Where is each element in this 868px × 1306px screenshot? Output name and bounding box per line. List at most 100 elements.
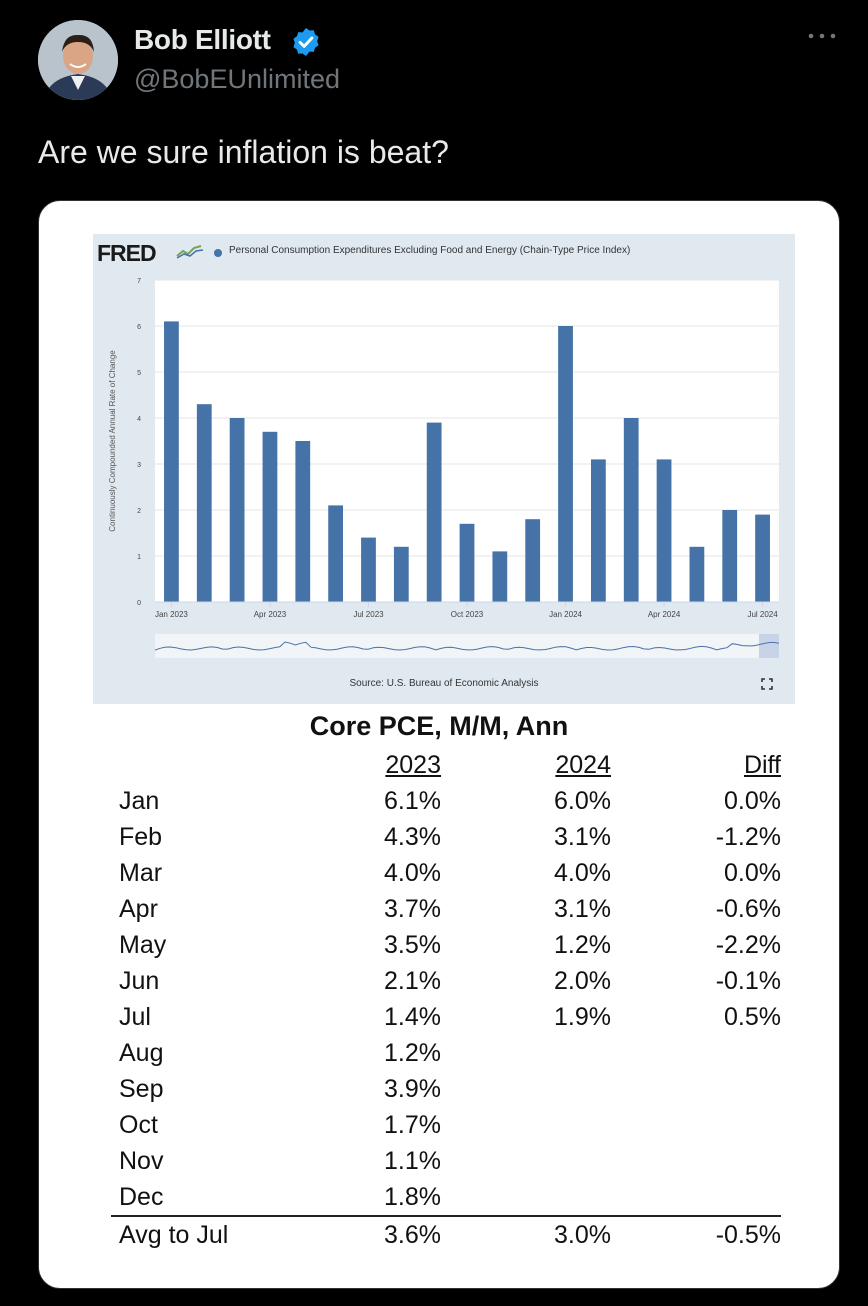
row-diff: 0.0% [724,786,781,815]
row-diff [611,1035,781,1071]
row-2023: 1.4% [384,1002,441,1031]
bar [229,418,245,602]
range-navigator-series [154,641,780,651]
bar [393,546,409,602]
row-2023: 1.8% [384,1182,441,1211]
table-row: Apr 3.7% 3.1% -0.6% [111,891,781,927]
bar [525,519,541,602]
row-2024 [441,1071,611,1107]
y-tick-label: 5 [137,370,141,377]
row-month: Oct [119,1110,158,1139]
summary-diff: -0.5% [611,1215,781,1253]
x-tick-label: Jan 2024 [549,610,582,619]
x-tick-label: Jan 2023 [155,610,188,619]
header-2024: 2024 [555,750,611,779]
header-month [111,747,341,783]
x-tick-label: Apr 2023 [254,610,287,619]
row-month: Jan [119,786,160,815]
fred-chart: FRED Personal Consumption Expenditures E… [93,234,795,704]
row-2024 [441,1143,611,1179]
tweet-image[interactable]: FRED Personal Consumption Expenditures E… [38,200,840,1289]
row-2024: 1.2% [554,930,611,959]
legend-marker [214,249,222,257]
row-diff: -2.2% [715,930,781,959]
chart-source: Source: U.S. Bureau of Economic Analysis [349,678,539,689]
row-diff [611,1071,781,1107]
row-2023: 3.9% [384,1074,441,1103]
x-tick-label: Jul 2024 [747,610,778,619]
author-handle[interactable]: @BobEUnlimited [134,64,340,94]
row-2024 [441,1107,611,1143]
row-2023: 3.7% [384,894,441,923]
bar [361,537,376,602]
row-month: Nov [119,1146,164,1175]
row-diff: -0.6% [715,894,781,923]
row-month: Apr [119,894,158,923]
bar [623,418,639,602]
row-2024: 4.0% [554,858,611,887]
row-month: Feb [119,822,163,851]
row-2023: 4.0% [384,858,441,887]
bar [755,514,770,602]
bar [426,422,442,602]
table-row: Aug 1.2% [111,1035,781,1071]
row-diff [611,1179,781,1216]
bar [164,321,179,602]
table-row: Sep 3.9% [111,1071,781,1107]
y-tick-label: 2 [137,508,141,515]
row-month: Mar [119,858,163,887]
row-2024 [441,1179,611,1216]
tweet-text: Are we sure inflation is beat? [38,134,449,170]
table-row: Nov 1.1% [111,1143,781,1179]
expand-icon[interactable] [761,678,773,690]
bar [656,459,672,602]
x-tick-label: Apr 2024 [648,610,681,619]
bar [459,523,475,602]
table-header: 2023 2024 Diff [111,747,781,783]
row-month: Jul [119,1002,151,1031]
pce-table: 2023 2024 Diff Jan 6.1% 6.0% 0.0% Feb 4.3% 3.… [111,747,781,1253]
author-name[interactable]: Bob Elliott [134,24,271,55]
row-2023: 1.7% [384,1110,441,1139]
table-row: Jun 2.1% 2.0% -0.1% [111,963,781,999]
row-2024: 3.1% [554,822,611,851]
row-month: Dec [119,1182,164,1211]
fred-logo: FRED [97,240,157,266]
row-diff: 0.5% [724,1002,781,1031]
avatar[interactable] [38,20,118,100]
legend-label: Personal Consumption Expenditures Exclud… [229,245,631,256]
row-2024: 1.9% [554,1002,611,1031]
row-month: Jun [119,966,160,995]
x-tick-label: Jul 2023 [353,610,384,619]
row-diff: -1.2% [715,822,781,851]
row-2024: 6.0% [554,786,611,815]
table-row: Feb 4.3% 3.1% -1.2% [111,819,781,855]
y-axis-label: Continuously Compounded Annual Rate of C… [108,350,117,532]
bar [196,404,212,602]
bar [492,551,508,602]
bar [558,326,573,602]
header-diff: Diff [743,750,781,779]
y-tick-label: 1 [137,554,141,561]
summary-row: Avg to Jul 3.6% 3.0% -0.5% [111,1215,781,1253]
table-row: Mar 4.0% 4.0% 0.0% [111,855,781,891]
row-month: Aug [119,1038,164,1067]
table-title: Core PCE, M/M, Ann [309,711,569,741]
row-diff [611,1143,781,1179]
table-row: Dec 1.8% [111,1179,781,1216]
x-tick-label: Oct 2023 [451,610,484,619]
more-icon[interactable] [805,26,839,46]
bar [722,510,738,602]
y-tick-label: 0 [137,600,141,607]
range-selection [759,634,779,658]
bar [689,546,705,602]
header-2023: 2023 [385,750,441,779]
summary-2023: 3.6% [341,1215,441,1253]
fred-graph-icon [175,243,205,259]
table-row: Jan 6.1% 6.0% 0.0% [111,783,781,819]
row-2024 [441,1035,611,1071]
bar [262,431,278,602]
summary-label: Avg to Jul [111,1215,341,1253]
row-2023: 6.1% [384,786,441,815]
